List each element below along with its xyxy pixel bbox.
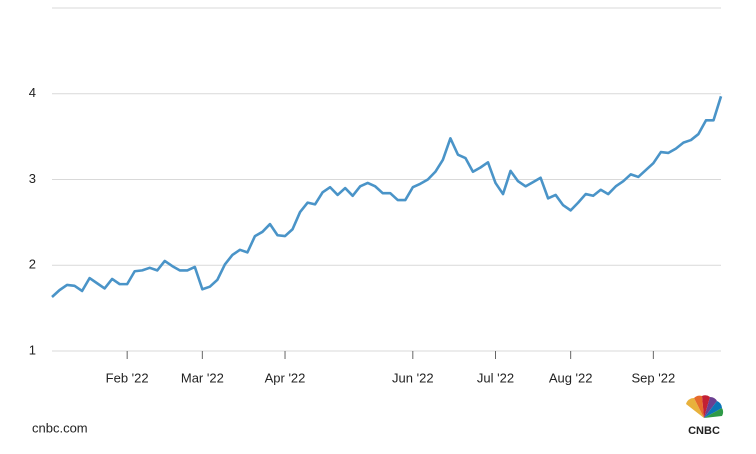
y-tick-label: 3: [29, 171, 36, 186]
x-tick-label: Jul '22: [477, 370, 514, 385]
logo: CNBC: [686, 395, 724, 437]
source: cnbc.com: [32, 420, 88, 435]
y-tick-label: 2: [29, 257, 36, 272]
x-tick-label: Feb '22: [106, 370, 149, 385]
x-tick-label: Sep '22: [632, 370, 676, 385]
y-tick-label: 1: [29, 342, 36, 357]
x-tick-label: Aug '22: [549, 370, 593, 385]
x-tick-label: Mar '22: [181, 370, 224, 385]
data-line: [51, 95, 723, 298]
x-tick-label: Jun '22: [392, 370, 434, 385]
x-tick-label: Apr '22: [265, 370, 306, 385]
logo-text: CNBC: [688, 425, 720, 437]
y-tick-label: 4: [29, 85, 36, 100]
